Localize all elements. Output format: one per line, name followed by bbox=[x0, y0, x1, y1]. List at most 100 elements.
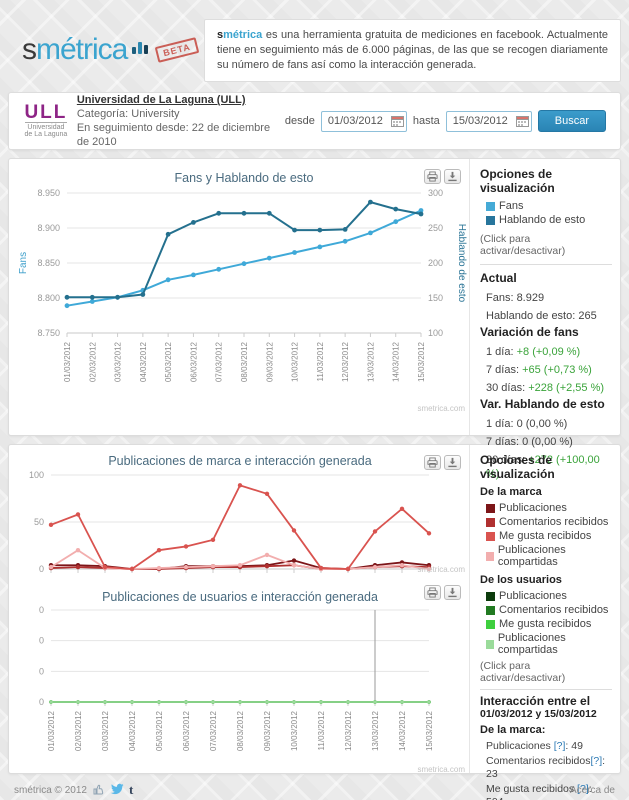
svg-text:300: 300 bbox=[428, 188, 443, 198]
page-category: Categoría: University bbox=[76, 108, 180, 120]
print-icon bbox=[427, 171, 438, 182]
tumblr-icon[interactable]: t bbox=[128, 782, 134, 797]
var-fans-30d: 30 días: +228 (+2,55 %) bbox=[486, 382, 605, 394]
fans-chart: Fans y Hablando de esto 8.750 100 8.800 150 8… bbox=[13, 165, 469, 420]
download-icon bbox=[448, 171, 457, 182]
legend-label: Publicaciones bbox=[499, 502, 567, 514]
fans-sidebar: Opciones de visualización Fans Hablando … bbox=[469, 159, 620, 480]
svg-text:11/03/2012: 11/03/2012 bbox=[317, 710, 326, 750]
help-link[interactable]: [?] bbox=[590, 755, 603, 767]
svg-text:150: 150 bbox=[428, 293, 443, 303]
legend-usuarios-compartidas[interactable]: Publicaciones compartidas bbox=[480, 631, 612, 657]
actual-hablando: Hablando de esto: 265 bbox=[486, 310, 597, 322]
svg-text:0: 0 bbox=[39, 636, 44, 646]
svg-text:13/03/2012: 13/03/2012 bbox=[371, 710, 380, 751]
ull-logo-divider bbox=[25, 122, 67, 123]
svg-text:15/03/2012: 15/03/2012 bbox=[425, 710, 434, 751]
svg-text:07/03/2012: 07/03/2012 bbox=[209, 710, 218, 751]
legend-label: Comentarios recibidos bbox=[499, 516, 609, 528]
divider bbox=[480, 689, 612, 690]
publicaciones-panel: Publicaciones de marca e interacción gen… bbox=[8, 444, 621, 800]
svg-text:14/03/2012: 14/03/2012 bbox=[392, 341, 401, 382]
svg-text:05/03/2012: 05/03/2012 bbox=[164, 341, 173, 382]
marca-legend-title: De la marca bbox=[480, 486, 542, 498]
svg-text:100: 100 bbox=[29, 470, 44, 480]
calendar-icon[interactable] bbox=[390, 115, 404, 130]
fans-panel: Fans y Hablando de esto 8.750 100 8.800 150 8… bbox=[8, 158, 621, 480]
var-fans-1d: 1 día: +8 (+0,09 %) bbox=[486, 346, 581, 358]
svg-text:0: 0 bbox=[39, 697, 44, 707]
page-link[interactable]: Universidad de La Laguna (ULL) bbox=[76, 94, 246, 106]
svg-text:10/03/2012: 10/03/2012 bbox=[291, 341, 300, 382]
svg-text:06/03/2012: 06/03/2012 bbox=[182, 710, 191, 751]
download-icon bbox=[448, 587, 457, 598]
svg-text:8.900: 8.900 bbox=[37, 223, 60, 233]
publicaciones-sidebar: Opciones de visualización De la marca Pu… bbox=[469, 445, 620, 800]
print-button[interactable] bbox=[424, 585, 441, 600]
click-note: (Click para activar/desactivar) bbox=[480, 660, 566, 684]
svg-text:0: 0 bbox=[39, 605, 44, 615]
svg-text:05/03/2012: 05/03/2012 bbox=[155, 710, 164, 751]
svg-text:01/03/2012: 01/03/2012 bbox=[47, 710, 56, 751]
actual-fans: Fans: 8.929 bbox=[486, 292, 545, 304]
svg-text:13/03/2012: 13/03/2012 bbox=[366, 341, 375, 382]
swatch bbox=[486, 517, 495, 527]
usuarios-chart: Publicaciones de usuarios e interacción … bbox=[13, 588, 469, 781]
legend-marca-comentarios[interactable]: Comentarios recibidos bbox=[480, 515, 612, 529]
svg-text:09/03/2012: 09/03/2012 bbox=[265, 341, 274, 382]
buscar-button[interactable]: Buscar bbox=[537, 110, 606, 132]
facebook-like-icon[interactable] bbox=[93, 783, 105, 798]
download-button[interactable] bbox=[444, 585, 461, 600]
intro-card: smétrica es una herramienta gratuita de … bbox=[204, 18, 621, 82]
svg-text:smetrica.com: smetrica.com bbox=[417, 404, 465, 413]
usuarios-legend-title: De los usuarios bbox=[480, 574, 562, 586]
print-icon bbox=[427, 457, 438, 468]
legend-label: Comentarios recibidos bbox=[499, 604, 609, 616]
legend-marca-publicaciones[interactable]: Publicaciones bbox=[480, 501, 612, 515]
svg-text:smetrica.com: smetrica.com bbox=[417, 765, 465, 774]
svg-text:15/03/2012: 15/03/2012 bbox=[417, 341, 426, 382]
help-link[interactable]: [?] bbox=[577, 783, 589, 795]
smetrica-logo[interactable]: s métrica BETA bbox=[8, 33, 204, 67]
print-icon bbox=[427, 587, 438, 598]
legend-marca-compartidas[interactable]: Publicaciones compartidas bbox=[480, 543, 612, 569]
ull-logo: ULL Universidad de La Laguna bbox=[23, 103, 69, 138]
legend-usuarios-comentarios[interactable]: Comentarios recibidos bbox=[480, 603, 612, 617]
svg-text:8.750: 8.750 bbox=[37, 328, 60, 338]
svg-text:Publicaciones de marca e inter: Publicaciones de marca e interacción gen… bbox=[108, 454, 371, 468]
hasta-input[interactable] bbox=[445, 110, 532, 132]
download-button[interactable] bbox=[444, 169, 461, 184]
svg-text:8.950: 8.950 bbox=[37, 188, 60, 198]
swatch bbox=[486, 503, 495, 513]
svg-text:50: 50 bbox=[34, 517, 44, 527]
page-meta: Universidad de La Laguna (ULL) Categoría… bbox=[77, 93, 285, 149]
swatch bbox=[486, 619, 495, 629]
logo-text-metrica: métrica bbox=[36, 33, 128, 66]
twitter-icon[interactable] bbox=[110, 783, 124, 798]
beta-stamp: BETA bbox=[155, 37, 200, 63]
print-button[interactable] bbox=[424, 455, 441, 470]
calendar-icon[interactable] bbox=[515, 115, 529, 130]
var-hablando-1d: 1 día: 0 (0,00 %) bbox=[486, 418, 568, 430]
legend-marca-megusta[interactable]: Me gusta recibidos bbox=[480, 529, 612, 543]
download-button[interactable] bbox=[444, 455, 461, 470]
help-link[interactable]: [?] bbox=[553, 740, 566, 752]
svg-text:12/03/2012: 12/03/2012 bbox=[341, 341, 350, 382]
svg-text:0: 0 bbox=[39, 666, 44, 676]
var-hablando-7d: 7 días: 0 (0,00 %) bbox=[486, 436, 573, 448]
legend-usuarios-publicaciones[interactable]: Publicaciones bbox=[480, 589, 612, 603]
svg-text:09/03/2012: 09/03/2012 bbox=[263, 710, 272, 751]
legend-hablando[interactable]: Hablando de esto bbox=[480, 213, 612, 227]
desde-input[interactable] bbox=[320, 110, 407, 132]
click-note: (Click para activar/desactivar) bbox=[480, 233, 566, 257]
intro-brand-metrica: métrica bbox=[223, 28, 263, 41]
marca-stats-title: De la marca: bbox=[480, 724, 546, 736]
acerca-de-link[interactable]: Acerca de bbox=[569, 784, 615, 796]
date-controls: desde hasta Buscar bbox=[285, 110, 606, 132]
svg-text:Hablando de esto: Hablando de esto bbox=[456, 224, 467, 303]
svg-text:8.850: 8.850 bbox=[37, 258, 60, 268]
ull-logo-sub2: de La Laguna bbox=[24, 131, 68, 138]
print-button[interactable] bbox=[424, 169, 441, 184]
legend-fans[interactable]: Fans bbox=[480, 199, 612, 213]
legend-usuarios-megusta[interactable]: Me gusta recibidos bbox=[480, 617, 612, 631]
